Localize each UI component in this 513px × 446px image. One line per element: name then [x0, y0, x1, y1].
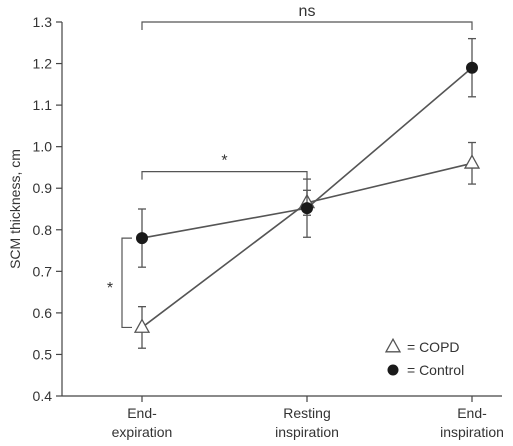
- y-tick-label: 1.0: [33, 139, 53, 155]
- significance-bracket: [141, 171, 308, 180]
- legend: = COPD = Control: [384, 337, 464, 378]
- legend-label: = Control: [407, 362, 464, 378]
- data-point: [133, 318, 151, 333]
- axes: [61, 22, 502, 397]
- significance-bracket: [141, 21, 473, 30]
- x-tick-label: End-inspiration: [440, 405, 504, 440]
- y-tick-label: 0.5: [33, 346, 53, 362]
- data-point: [136, 232, 148, 245]
- y-tick-label: 1.1: [33, 97, 53, 113]
- significance-label: *: [107, 280, 113, 297]
- y-tick-label: 1.3: [33, 14, 53, 30]
- data-point: [301, 202, 313, 215]
- x-ticks: End-expiration Resting inspiration End-insp…: [112, 396, 504, 440]
- legend-label: = COPD: [407, 339, 460, 355]
- data-point: [466, 61, 478, 74]
- y-tick-label: 0.8: [33, 222, 53, 238]
- y-tick-label: 0.7: [33, 263, 53, 279]
- significance-label: *: [221, 153, 227, 170]
- data-point: [463, 154, 481, 169]
- y-axis-label: SCM thickness, cm: [7, 149, 23, 269]
- x-tick-label: End-expiration: [112, 405, 173, 440]
- legend-marker-control: [387, 364, 399, 376]
- significance-label: ns: [299, 3, 316, 20]
- y-tick-label: 0.6: [33, 305, 53, 321]
- y-ticks: 0.4 0.5 0.6 0.7 0.8 0.9 1.0 1.1 1.2 1.3: [33, 14, 62, 404]
- significance-bracket: [121, 237, 132, 329]
- series-group: [133, 37, 481, 349]
- significance-annotations: ns * *: [107, 3, 473, 329]
- legend-marker-copd: [384, 337, 402, 353]
- y-tick-label: 0.9: [33, 180, 53, 196]
- y-tick-label: 1.2: [33, 56, 53, 72]
- x-tick-label: Resting inspiration: [275, 405, 339, 440]
- series-control: [136, 37, 478, 268]
- y-tick-label: 0.4: [33, 388, 53, 404]
